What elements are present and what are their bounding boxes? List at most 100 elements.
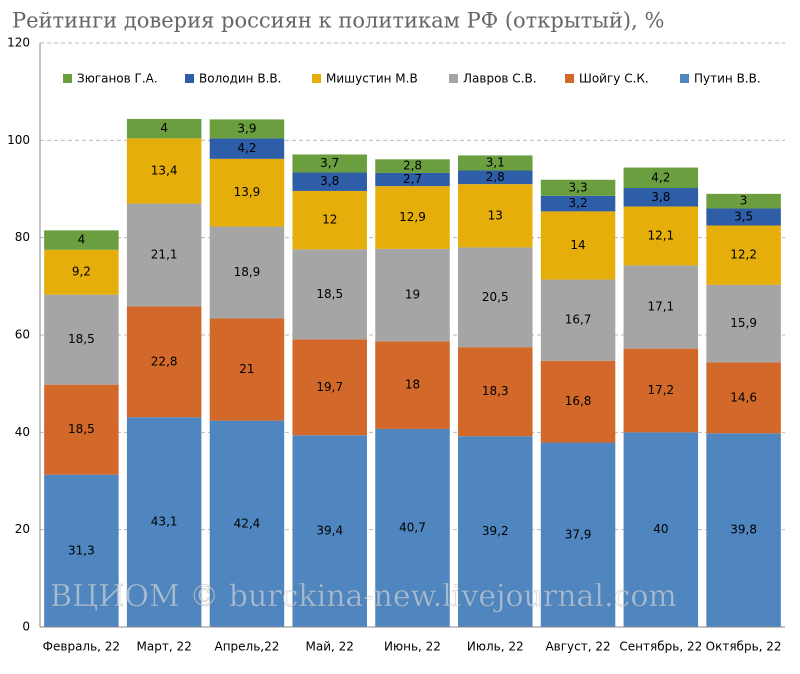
value-label: 17,2	[647, 383, 674, 397]
bar-segment	[540, 179, 616, 196]
value-label: 37,9	[565, 527, 592, 541]
value-label: 4,2	[651, 170, 670, 184]
bar-segment	[209, 226, 285, 319]
bar-segment	[706, 433, 781, 627]
bar-segment	[292, 172, 367, 191]
chart-title: Рейтинги доверия россиян к политикам РФ …	[12, 9, 664, 33]
bar-segment	[623, 167, 699, 189]
bar-segment	[209, 318, 285, 421]
y-tick-label: 20	[15, 522, 30, 536]
value-label: 18,5	[68, 422, 95, 436]
bar-segment	[126, 306, 202, 418]
x-tick-label: Август, 22	[545, 640, 610, 654]
legend-label: Володин В.В.	[199, 72, 281, 86]
value-label: 16,8	[565, 394, 592, 408]
value-label: 18,5	[316, 287, 343, 301]
bar-segment	[292, 154, 367, 173]
bar-segment	[623, 432, 699, 627]
value-label: 43,1	[151, 515, 178, 529]
value-label: 18,5	[68, 332, 95, 346]
legend-label: Шойгу С.К.	[579, 72, 649, 86]
value-label: 15,9	[730, 316, 757, 330]
legend-label: Зюганов Г.А.	[77, 72, 158, 86]
legend-swatch	[63, 74, 72, 83]
bar-segment	[209, 119, 285, 139]
bar-segment	[375, 172, 450, 187]
bar-segment	[375, 428, 450, 627]
bar-segment	[375, 186, 450, 249]
y-tick-label: 120	[7, 36, 30, 50]
value-label: 39,8	[730, 523, 757, 537]
bar-segment	[126, 417, 202, 627]
bar-segment	[126, 118, 202, 139]
value-label: 4	[78, 233, 86, 247]
value-label: 4	[160, 121, 168, 135]
bar-segment	[540, 211, 616, 280]
y-tick-label: 100	[7, 133, 30, 147]
value-label: 18	[405, 378, 420, 392]
legend-swatch	[565, 74, 574, 83]
value-label: 12	[322, 213, 337, 227]
legend-swatch	[185, 74, 194, 83]
bar-segment	[458, 347, 533, 437]
value-label: 13,9	[234, 185, 261, 199]
bar-segment	[706, 225, 781, 285]
bar-segment	[540, 442, 616, 627]
bar-segment	[292, 249, 367, 340]
bar-segment	[44, 294, 119, 385]
bar-segment	[44, 249, 119, 295]
value-label: 9,2	[72, 265, 91, 279]
bar-segment	[458, 247, 533, 348]
value-label: 3,9	[237, 121, 256, 135]
bar-segment	[209, 138, 285, 159]
legend-swatch	[312, 74, 321, 83]
x-tick-label: Июнь, 22	[384, 640, 441, 654]
y-tick-label: 40	[15, 425, 30, 439]
x-tick-label: Июль, 22	[467, 640, 524, 654]
value-label: 14	[570, 238, 585, 252]
value-label: 17,1	[647, 300, 674, 314]
value-label: 31,3	[68, 543, 95, 557]
value-label: 13,4	[151, 163, 178, 177]
value-label: 3,2	[569, 196, 588, 210]
value-label: 3	[740, 194, 748, 208]
bar-segment	[44, 474, 119, 627]
bar-segment	[458, 436, 533, 627]
value-label: 20,5	[482, 290, 509, 304]
value-label: 14,6	[730, 390, 757, 404]
value-label: 3,5	[734, 209, 753, 223]
y-tick-label: 0	[22, 620, 30, 634]
bar-segment	[375, 159, 450, 173]
bar-segment	[209, 158, 285, 227]
value-label: 18,3	[482, 384, 509, 398]
legend-swatch	[680, 74, 689, 83]
bar-segment	[623, 348, 699, 433]
value-label: 40,7	[399, 520, 426, 534]
bar-segment	[706, 193, 781, 209]
value-label: 2,7	[403, 172, 422, 186]
bar-segment	[292, 435, 367, 627]
value-label: 39,4	[316, 524, 343, 538]
bar-segment	[126, 138, 202, 204]
value-label: 13	[488, 208, 503, 222]
value-label: 3,3	[569, 180, 588, 194]
bar-segment	[540, 279, 616, 361]
x-tick-label: Сентябрь, 22	[619, 640, 702, 654]
value-label: 21,1	[151, 247, 178, 261]
bar-segment	[44, 384, 119, 475]
value-label: 18,9	[234, 265, 261, 279]
x-tick-label: Октябрь, 22	[706, 640, 782, 654]
value-label: 3,1	[486, 155, 505, 169]
value-label: 42,4	[234, 516, 261, 530]
bar-segment	[458, 184, 533, 248]
bar-segment	[458, 155, 533, 171]
value-label: 22,8	[151, 354, 178, 368]
value-label: 19	[405, 288, 420, 302]
value-label: 19,7	[316, 380, 343, 394]
value-label: 2,8	[486, 170, 505, 184]
bar-segment	[623, 265, 699, 349]
value-label: 3,8	[320, 174, 339, 188]
y-tick-label: 80	[15, 230, 30, 244]
value-label: 3,7	[320, 156, 339, 170]
